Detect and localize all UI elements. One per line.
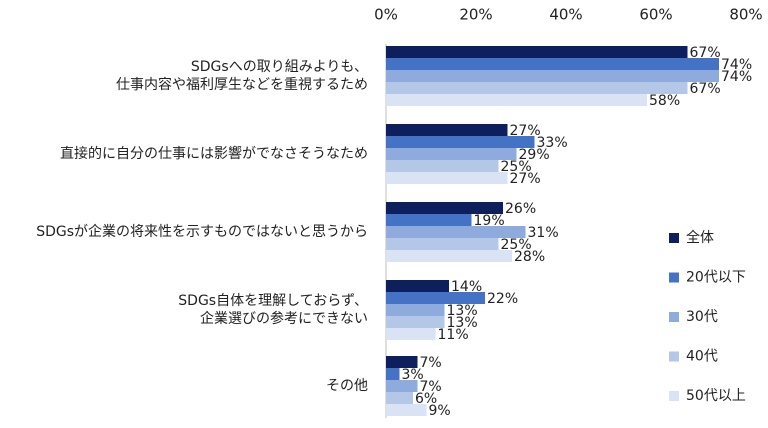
data-label: 14%: [451, 279, 482, 295]
data-label: 7%: [420, 355, 442, 371]
category-label-line: SDGsが企業の将来性を示すものではないと思うから: [36, 223, 368, 240]
data-labels: 67%74%74%67%58%27%33%29%25%27%26%19%31%2…: [402, 45, 753, 419]
bar: [386, 380, 418, 392]
data-label: 19%: [474, 213, 505, 229]
bar: [386, 316, 445, 328]
legend-item: 30代: [669, 309, 718, 325]
category-label-line: SDGs自体を理解しておらず、: [178, 293, 368, 309]
legend-item: 20代以下: [669, 270, 746, 286]
legend-label: 30代: [686, 309, 718, 325]
legend-swatch: [669, 272, 679, 283]
data-label: 25%: [501, 159, 532, 175]
bar: [386, 70, 719, 82]
bar: [386, 124, 508, 136]
legend-swatch: [669, 391, 679, 401]
bar: [386, 136, 535, 148]
bar: [386, 58, 719, 70]
bars: [386, 46, 719, 416]
category-label-4: その他: [326, 378, 368, 394]
data-label: 67%: [690, 45, 721, 61]
bar: [386, 356, 418, 368]
bar: [386, 94, 647, 106]
data-label: 7%: [420, 379, 442, 395]
data-label: 74%: [721, 69, 752, 85]
x-tick-label: 80%: [729, 6, 762, 24]
category-label-line: 企業選びの参考にできない: [200, 310, 368, 327]
legend-swatch: [669, 312, 679, 322]
data-label: 22%: [487, 291, 518, 307]
data-label: 31%: [528, 225, 559, 241]
bar: [386, 202, 503, 214]
category-labels: SDGsへの取り組みよりも、仕事内容や福利厚生などを重視するため直接的に自分の仕…: [36, 59, 368, 394]
data-label: 67%: [690, 81, 721, 97]
bar: [386, 250, 512, 262]
legend-label: 全体: [686, 229, 714, 246]
category-label-3: SDGs自体を理解しておらず、企業選びの参考にできない: [178, 293, 368, 327]
data-label: 9%: [429, 403, 451, 419]
data-label: 27%: [510, 171, 541, 187]
bar: [386, 214, 472, 226]
x-tick-label: 60%: [639, 6, 672, 24]
data-label: 29%: [519, 147, 550, 163]
data-label: 26%: [505, 201, 536, 217]
bar: [386, 304, 445, 316]
bar: [386, 392, 413, 404]
data-label: 11%: [438, 327, 469, 343]
bar: [386, 280, 449, 292]
bar: [386, 328, 436, 340]
legend-label: 40代: [686, 349, 718, 365]
data-label: 33%: [537, 135, 568, 151]
category-label-line: SDGsへの取り組みよりも、: [191, 59, 368, 75]
data-label: 13%: [447, 303, 478, 319]
bar: [386, 368, 400, 380]
bar: [386, 292, 485, 304]
category-label-line: 仕事内容や福利厚生などを重視するため: [116, 76, 368, 93]
bar: [386, 404, 427, 416]
legend-label: 50代以上: [686, 388, 746, 404]
legend-swatch: [669, 233, 679, 243]
legend-item: 全体: [669, 229, 714, 246]
data-label: 25%: [501, 237, 532, 253]
data-label: 27%: [510, 123, 541, 139]
bar: [386, 172, 508, 184]
bar: [386, 238, 499, 250]
x-tick-label: 40%: [549, 6, 582, 24]
legend-label: 20代以下: [686, 270, 746, 286]
category-label-line: その他: [326, 378, 368, 394]
data-label: 13%: [447, 315, 478, 331]
legend-item: 50代以上: [669, 388, 746, 404]
category-label-line: 直接的に自分の仕事には影響がでなさそうなため: [60, 145, 368, 162]
category-label-0: SDGsへの取り組みよりも、仕事内容や福利厚生などを重視するため: [116, 59, 368, 93]
bar: [386, 82, 688, 94]
legend-swatch: [669, 351, 679, 362]
x-tick-label: 20%: [459, 6, 492, 24]
bar: [386, 148, 517, 160]
legend-item: 40代: [669, 349, 718, 365]
x-tick-label: 0%: [374, 6, 398, 24]
category-label-2: SDGsが企業の将来性を示すものではないと思うから: [36, 223, 368, 240]
data-label: 3%: [402, 367, 424, 383]
category-label-1: 直接的に自分の仕事には影響がでなさそうなため: [60, 145, 368, 162]
data-label: 74%: [721, 57, 752, 73]
bar: [386, 46, 688, 58]
data-label: 58%: [649, 93, 680, 109]
bar: [386, 160, 499, 172]
data-label: 28%: [514, 249, 545, 265]
data-label: 6%: [415, 391, 437, 407]
legend: 全体 20代以下 30代 40代 50代以上: [669, 229, 746, 404]
bar: [386, 226, 526, 238]
